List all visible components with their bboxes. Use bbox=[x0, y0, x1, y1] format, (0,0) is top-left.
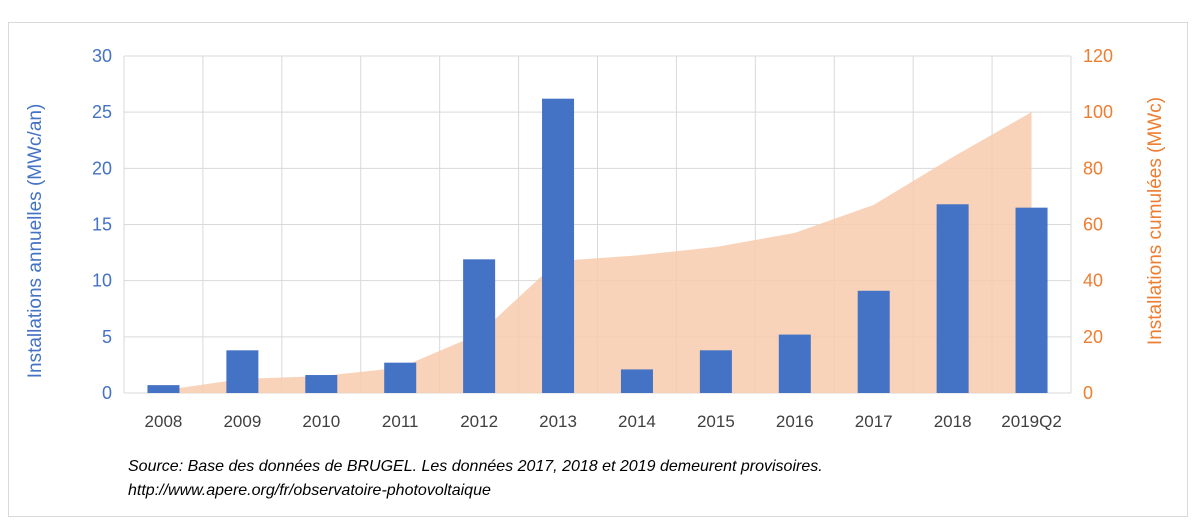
x-tick-label: 2018 bbox=[934, 412, 972, 431]
bar-2011 bbox=[384, 362, 417, 393]
annual-bar-series bbox=[147, 98, 1048, 393]
y-right-tick-label: 120 bbox=[1083, 46, 1113, 66]
x-tick-label: 2008 bbox=[145, 412, 183, 431]
tick-labels: 0 5 10 15 20 25 30 0 20 40 60 80 100 120 2008 2009 2010 2… bbox=[92, 46, 1113, 431]
bar-2018 bbox=[936, 204, 969, 393]
bar-2012 bbox=[463, 259, 496, 393]
source-line-1: Source: Base des données de BRUGEL. Les … bbox=[128, 458, 823, 475]
y-left-tick-label: 25 bbox=[92, 102, 112, 122]
source-note: Source: Base des données de BRUGEL. Les … bbox=[128, 455, 823, 503]
y-right-tick-label: 20 bbox=[1083, 327, 1103, 347]
x-tick-label: 2011 bbox=[382, 412, 419, 431]
x-tick-label: 2015 bbox=[697, 412, 735, 431]
bar-2016 bbox=[778, 334, 811, 393]
bar-2014 bbox=[620, 369, 653, 393]
y-right-tick-label: 100 bbox=[1083, 102, 1113, 122]
cumulative-area-series bbox=[163, 112, 1032, 394]
x-tick-label: 2014 bbox=[618, 412, 656, 431]
cumulative-area bbox=[163, 112, 1032, 394]
x-tick-label: 2019Q2 bbox=[1001, 412, 1062, 431]
y-left-tick-label: 30 bbox=[92, 46, 112, 66]
x-tick-label: 2010 bbox=[302, 412, 340, 431]
x-tick-label: 2013 bbox=[539, 412, 577, 431]
y-right-tick-label: 80 bbox=[1083, 158, 1103, 178]
y-axis-left-title: Installations annuelles (MWc/an) bbox=[25, 104, 46, 379]
x-tick-label: 2016 bbox=[776, 412, 814, 431]
y-right-tick-label: 60 bbox=[1083, 215, 1103, 235]
bar-2010 bbox=[305, 375, 338, 393]
x-tick-label: 2017 bbox=[855, 412, 893, 431]
y-left-tick-label: 10 bbox=[92, 271, 112, 291]
y-left-tick-label: 0 bbox=[102, 383, 112, 403]
chart-frame: 0 5 10 15 20 25 30 0 20 40 60 80 100 120 2008 2009 2010 2… bbox=[8, 22, 1188, 517]
bar-2009 bbox=[226, 350, 259, 393]
bar-2015 bbox=[699, 350, 732, 393]
y-right-tick-label: 0 bbox=[1083, 383, 1093, 403]
y-left-tick-label: 20 bbox=[92, 158, 112, 178]
y-left-tick-label: 15 bbox=[92, 215, 112, 235]
y-right-tick-label: 40 bbox=[1083, 271, 1103, 291]
bar-2013 bbox=[542, 98, 575, 393]
x-tick-label: 2012 bbox=[460, 412, 498, 431]
chart: 0 5 10 15 20 25 30 0 20 40 60 80 100 120 2008 2009 2010 2… bbox=[25, 46, 1166, 431]
bar-2008 bbox=[147, 385, 180, 393]
source-url: http://www.apere.org/fr/observatoire-pho… bbox=[128, 482, 491, 499]
bar-2017 bbox=[857, 290, 890, 393]
y-left-tick-label: 5 bbox=[102, 327, 112, 347]
bar-2019Q2 bbox=[1015, 207, 1048, 393]
y-axis-right-title: Installations cumulées (MWc) bbox=[1145, 97, 1166, 345]
x-tick-label: 2009 bbox=[223, 412, 261, 431]
